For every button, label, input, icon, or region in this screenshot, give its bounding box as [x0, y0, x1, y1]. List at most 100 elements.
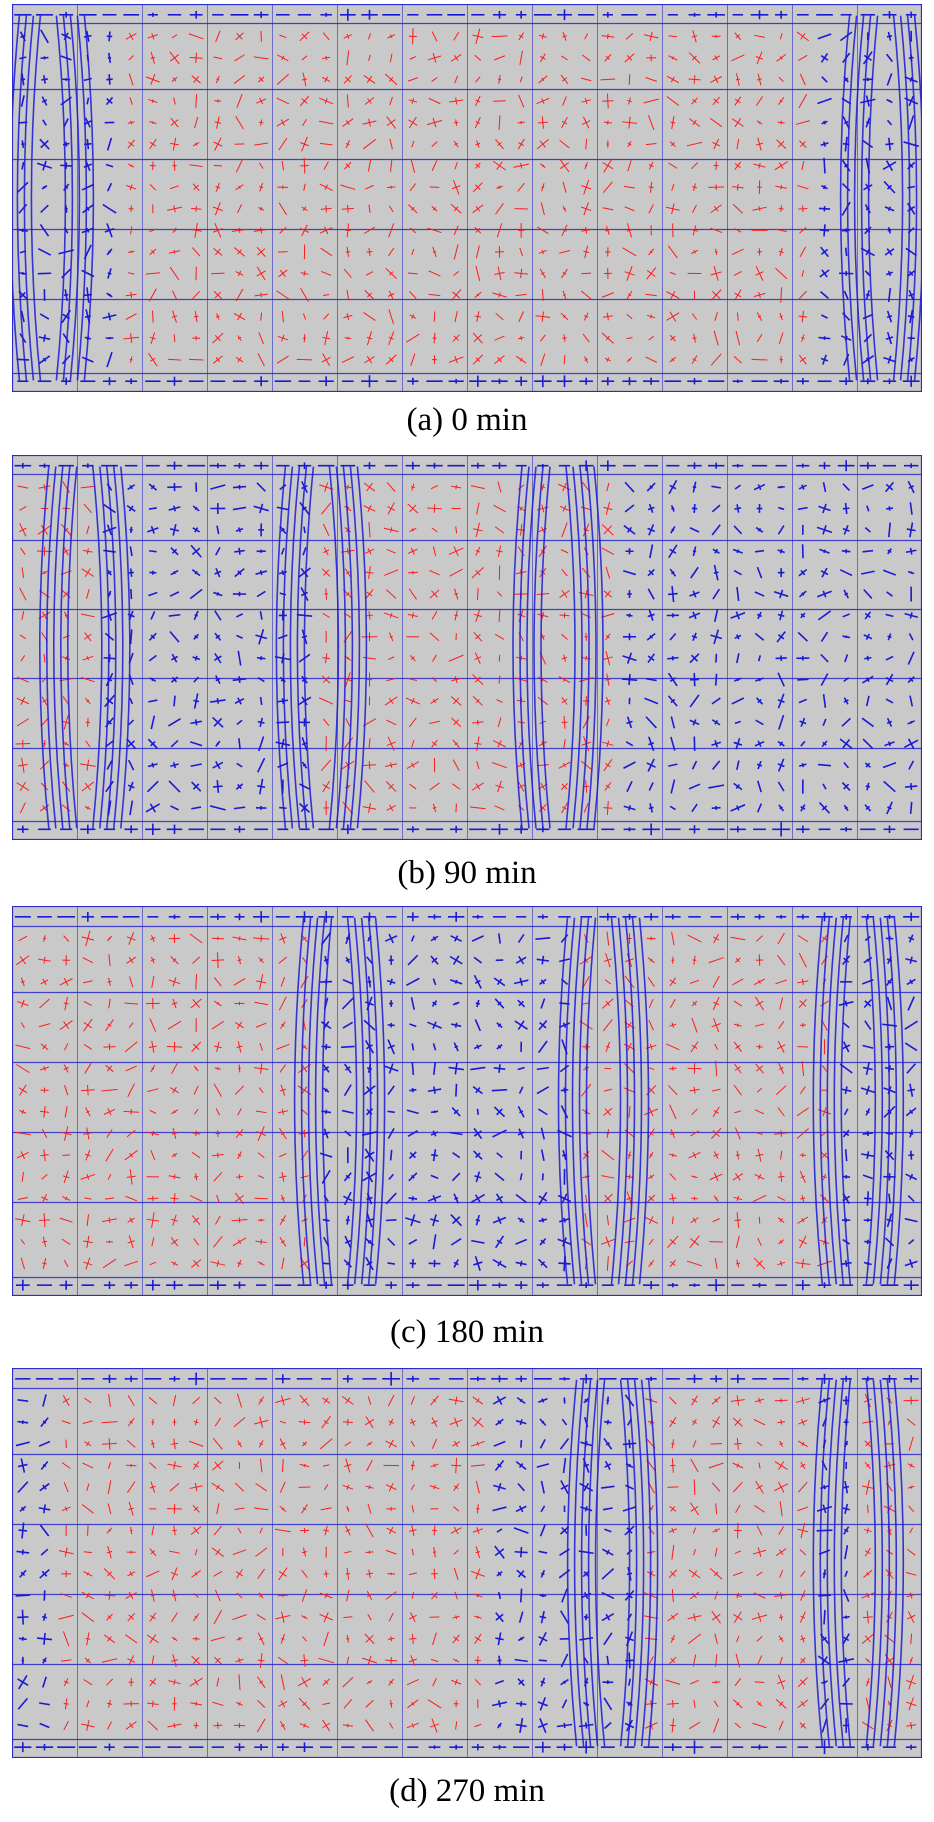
- compression-stress-symbol: [775, 10, 788, 19]
- tension-stress-symbol: [407, 571, 418, 575]
- compression-stress-symbol: [515, 1238, 528, 1245]
- tension-stress-symbol: [562, 290, 567, 300]
- tension-stress-symbol: [213, 1236, 223, 1248]
- compression-arch: [587, 1379, 599, 1747]
- tension-stress-symbol: [345, 1567, 351, 1580]
- tension-stress-symbol: [61, 1238, 71, 1245]
- tension-stress-symbol: [493, 740, 506, 748]
- compression-stress-symbol: [730, 1374, 746, 1384]
- compression-stress-symbol: [537, 914, 548, 920]
- tension-stress-symbol: [210, 1636, 225, 1642]
- tension-stress-symbol: [410, 483, 415, 491]
- tension-stress-symbol: [279, 1481, 286, 1493]
- compression-stress-symbol: [823, 1609, 826, 1625]
- compression-arch: [624, 917, 636, 1285]
- tension-stress-symbol: [190, 1526, 202, 1535]
- compression-stress-symbol: [515, 1260, 527, 1267]
- tension-stress-symbol: [279, 1237, 287, 1247]
- tension-stress-symbol: [385, 1439, 398, 1448]
- tension-stress-symbol: [107, 1173, 112, 1180]
- compression-stress-symbol: [561, 1418, 568, 1426]
- tension-stress-symbol: [905, 1572, 917, 1576]
- tension-stress-symbol: [755, 51, 764, 65]
- tension-stress-symbol: [41, 1128, 48, 1139]
- tension-stress-symbol: [454, 588, 459, 600]
- tension-stress-symbol: [867, 1504, 869, 1513]
- tension-stress-symbol: [254, 142, 269, 146]
- tension-stress-symbol: [192, 1504, 200, 1513]
- tension-stress-symbol: [323, 546, 330, 556]
- compression-stress-symbol: [471, 935, 484, 942]
- tension-stress-symbol: [624, 266, 635, 281]
- tension-stress-symbol: [213, 1171, 223, 1182]
- compression-stress-symbol: [17, 1697, 29, 1710]
- compression-arch: [565, 466, 576, 829]
- compression-arch: [300, 917, 312, 1285]
- tension-stress-symbol: [756, 137, 763, 151]
- compression-stress-symbol: [210, 484, 226, 490]
- tension-stress-symbol: [148, 98, 158, 104]
- tension-stress-symbol: [604, 673, 611, 686]
- compression-arch: [120, 466, 131, 829]
- tension-stress-symbol: [690, 1679, 699, 1685]
- tension-stress-symbol: [124, 1002, 138, 1005]
- tension-stress-symbol: [234, 247, 245, 257]
- tension-stress-symbol: [15, 739, 31, 748]
- compression-stress-symbol: [17, 1420, 29, 1425]
- compression-stress-symbol: [839, 738, 853, 750]
- tension-stress-symbol: [604, 247, 611, 257]
- compression-stress-symbol: [557, 1129, 572, 1138]
- tension-stress-symbol: [235, 184, 244, 191]
- compression-arch: [30, 15, 42, 381]
- compression-arch: [571, 917, 583, 1285]
- tension-stress-symbol: [451, 289, 462, 301]
- tension-stress-symbol: [215, 182, 221, 192]
- tension-stress-symbol: [385, 762, 398, 768]
- compression-stress-symbol: [516, 1569, 527, 1579]
- compression-stress-symbol: [712, 760, 721, 770]
- tension-stress-symbol: [191, 75, 201, 84]
- compression-stress-symbol: [843, 934, 849, 943]
- compression-stress-symbol: [887, 522, 892, 538]
- compression-stress-symbol: [496, 1022, 503, 1029]
- compression-stress-symbol: [904, 1217, 918, 1223]
- tension-stress-symbol: [215, 75, 220, 84]
- compression-stress-symbol: [777, 758, 785, 772]
- compression-stress-symbol: [711, 504, 721, 513]
- tension-stress-symbol: [585, 1194, 588, 1203]
- tension-stress-symbol: [235, 1657, 244, 1664]
- tension-stress-symbol: [563, 354, 566, 365]
- compression-stress-symbol: [733, 569, 742, 576]
- compression-stress-symbol: [819, 1698, 830, 1710]
- tension-stress-symbol: [711, 34, 721, 38]
- tension-stress-symbol: [539, 334, 546, 342]
- tension-stress-symbol: [668, 162, 678, 169]
- compression-stress-symbol: [750, 1744, 769, 1750]
- tension-stress-symbol: [714, 1591, 719, 1600]
- tension-stress-symbol: [408, 547, 418, 555]
- compression-stress-symbol: [341, 997, 354, 1010]
- compression-stress-symbol: [146, 780, 159, 793]
- tension-stress-symbol: [256, 266, 266, 281]
- tension-stress-symbol: [627, 160, 632, 172]
- compression-stress-symbol: [602, 1548, 614, 1556]
- tension-stress-symbol: [107, 1721, 112, 1730]
- compression-stress-symbol: [17, 1481, 29, 1494]
- compression-stress-symbol: [166, 461, 183, 470]
- tension-stress-symbol: [58, 1614, 74, 1620]
- tension-stress-symbol: [277, 1108, 288, 1115]
- tension-stress-symbol: [429, 1484, 440, 1490]
- tension-stress-symbol: [301, 206, 308, 212]
- compression-stress-symbol: [689, 590, 700, 598]
- tension-stress-symbol: [561, 715, 568, 729]
- tension-stress-symbol: [149, 1481, 156, 1493]
- tension-stress-symbol: [497, 74, 502, 84]
- tension-stress-symbol: [148, 1396, 157, 1405]
- tension-stress-symbol: [171, 1214, 178, 1226]
- compression-stress-symbol: [560, 1480, 569, 1495]
- tension-stress-symbol: [799, 1170, 806, 1183]
- compression-stress-symbol: [473, 1044, 482, 1050]
- tension-stress-symbol: [602, 740, 614, 747]
- compression-stress-symbol: [86, 97, 90, 105]
- compression-stress-symbol: [750, 10, 769, 20]
